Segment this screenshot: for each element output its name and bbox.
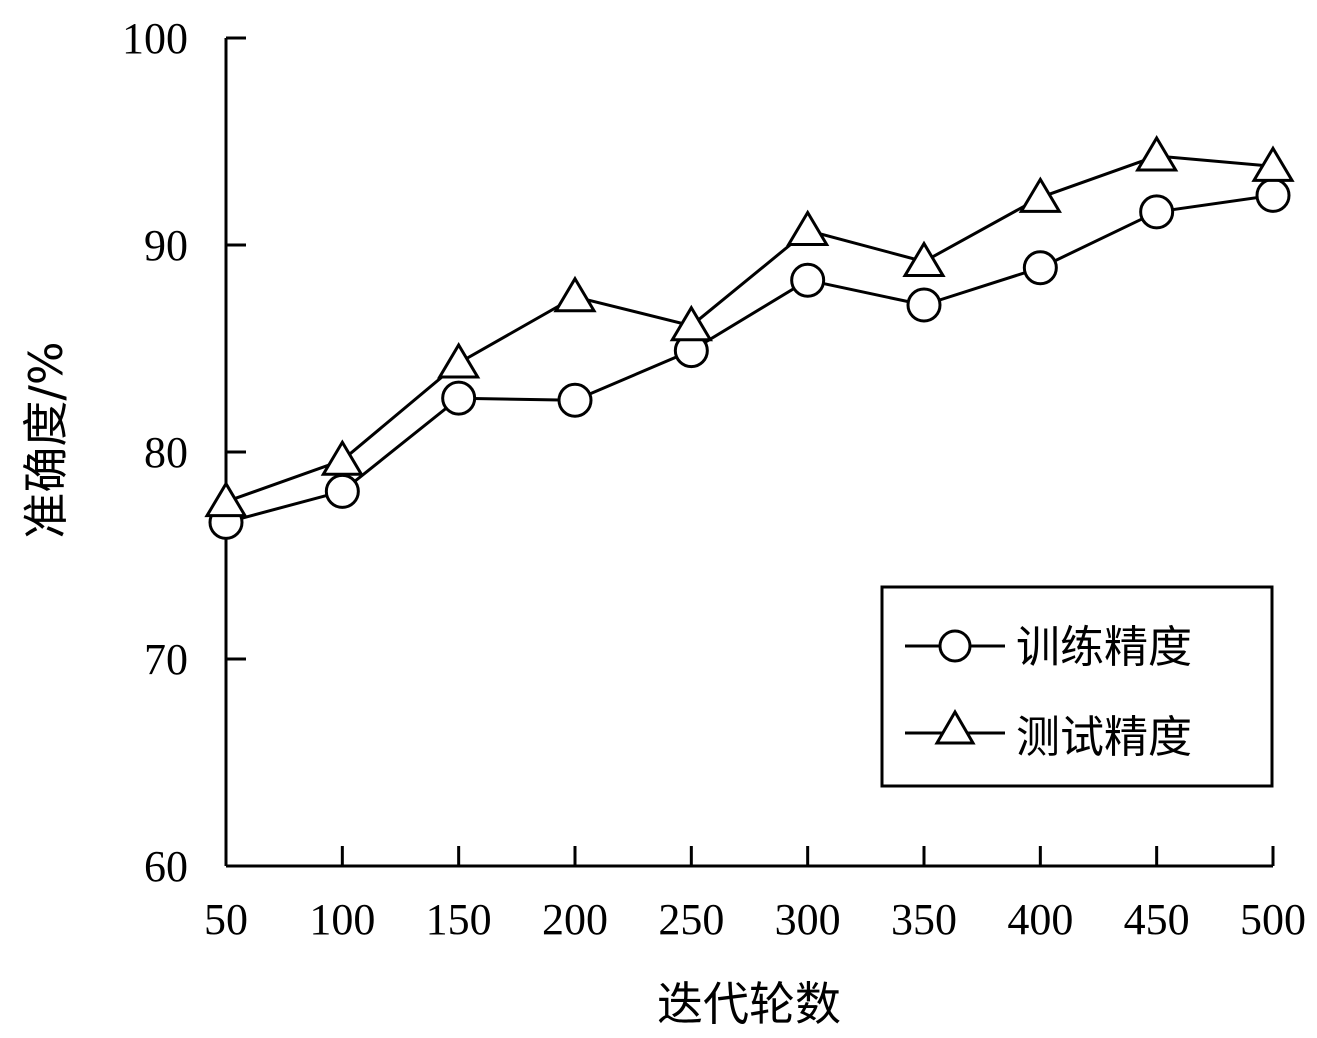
y-ticks: 60 70 80 90 100 bbox=[122, 14, 246, 891]
train-point bbox=[906, 287, 942, 323]
test-point bbox=[669, 304, 713, 342]
x-tick-label: 250 bbox=[658, 895, 724, 944]
series-layer bbox=[204, 135, 1295, 540]
test-point bbox=[437, 342, 481, 379]
x-ticks: 50 100 150 200 250 300 350 400 450 500 bbox=[204, 846, 1306, 944]
x-tick-label: 500 bbox=[1240, 895, 1306, 944]
series-line-train bbox=[225, 193, 1274, 524]
x-tick-label: 450 bbox=[1124, 895, 1190, 944]
test-point bbox=[1135, 135, 1179, 172]
train-point bbox=[557, 382, 593, 418]
test-point bbox=[1251, 145, 1295, 182]
y-tick-label: 80 bbox=[144, 428, 188, 477]
x-tick-label: 350 bbox=[891, 895, 957, 944]
legend-item-train: 训练精度 bbox=[905, 622, 1192, 673]
legend-test-label: 测试精度 bbox=[1016, 712, 1192, 763]
x-tick-label: 50 bbox=[204, 895, 248, 944]
legend-train-label: 训练精度 bbox=[1016, 622, 1192, 673]
test-point bbox=[786, 209, 830, 247]
y-axis-title: 准确度/% bbox=[19, 341, 73, 538]
train-point bbox=[1255, 177, 1291, 213]
x-tick-label: 400 bbox=[1007, 895, 1073, 944]
train-point bbox=[324, 473, 360, 509]
test-point bbox=[1018, 176, 1062, 213]
x-tick-label: 150 bbox=[426, 895, 492, 944]
legend-triangle-marker-icon bbox=[934, 709, 976, 745]
train-point bbox=[1022, 250, 1058, 286]
test-point bbox=[553, 275, 597, 313]
y-tick-label: 60 bbox=[144, 842, 188, 891]
y-tick-label: 70 bbox=[144, 635, 188, 684]
test-point bbox=[902, 240, 946, 278]
test-point bbox=[320, 439, 364, 476]
test-point bbox=[204, 480, 248, 518]
series-line-test bbox=[225, 154, 1274, 504]
train-point bbox=[441, 380, 477, 416]
x-tick-label: 100 bbox=[309, 895, 375, 944]
x-tick-label: 200 bbox=[542, 895, 608, 944]
legend-item-test: 测试精度 bbox=[905, 709, 1192, 763]
train-point bbox=[1139, 194, 1175, 230]
train-point bbox=[790, 262, 826, 298]
legend-box bbox=[880, 585, 1274, 788]
legend: 训练精度 测试精度 bbox=[880, 585, 1274, 788]
y-tick-label: 100 bbox=[122, 14, 188, 63]
y-tick-label: 90 bbox=[144, 221, 188, 270]
legend-circle-marker-icon bbox=[938, 629, 972, 663]
x-axis-title: 迭代轮数 bbox=[657, 977, 841, 1031]
x-tick-label: 300 bbox=[775, 895, 841, 944]
